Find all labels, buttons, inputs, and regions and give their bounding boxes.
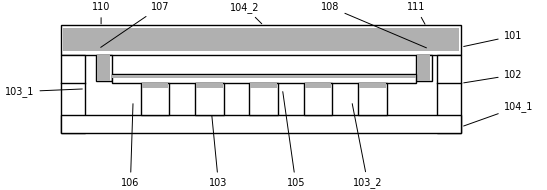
Bar: [61, 115, 461, 132]
Bar: [196, 83, 223, 88]
Bar: [304, 83, 333, 115]
Bar: [112, 74, 416, 78]
Bar: [305, 83, 331, 88]
Bar: [251, 83, 277, 88]
Text: 104_1: 104_1: [464, 101, 533, 126]
Bar: [142, 83, 168, 88]
Bar: [61, 25, 461, 55]
Text: 104_2: 104_2: [230, 2, 262, 24]
Bar: [141, 83, 170, 115]
Bar: [61, 55, 85, 132]
Text: 111: 111: [406, 2, 425, 24]
Bar: [249, 83, 278, 115]
Bar: [63, 28, 459, 51]
Text: 102: 102: [464, 70, 522, 83]
Bar: [437, 55, 461, 132]
Bar: [112, 74, 416, 83]
Text: 103_1: 103_1: [5, 86, 82, 97]
Bar: [416, 55, 432, 82]
Text: 103_2: 103_2: [352, 104, 382, 188]
Text: 101: 101: [464, 31, 522, 47]
Bar: [417, 55, 430, 81]
Bar: [195, 83, 224, 115]
Text: 105: 105: [283, 92, 305, 188]
Bar: [96, 55, 112, 82]
Bar: [359, 83, 386, 88]
Bar: [97, 55, 110, 81]
Bar: [358, 83, 387, 115]
Text: 110: 110: [92, 2, 110, 24]
Text: 103: 103: [209, 104, 228, 188]
Text: 108: 108: [321, 2, 427, 48]
Text: 107: 107: [101, 2, 169, 47]
Text: 106: 106: [121, 104, 139, 188]
